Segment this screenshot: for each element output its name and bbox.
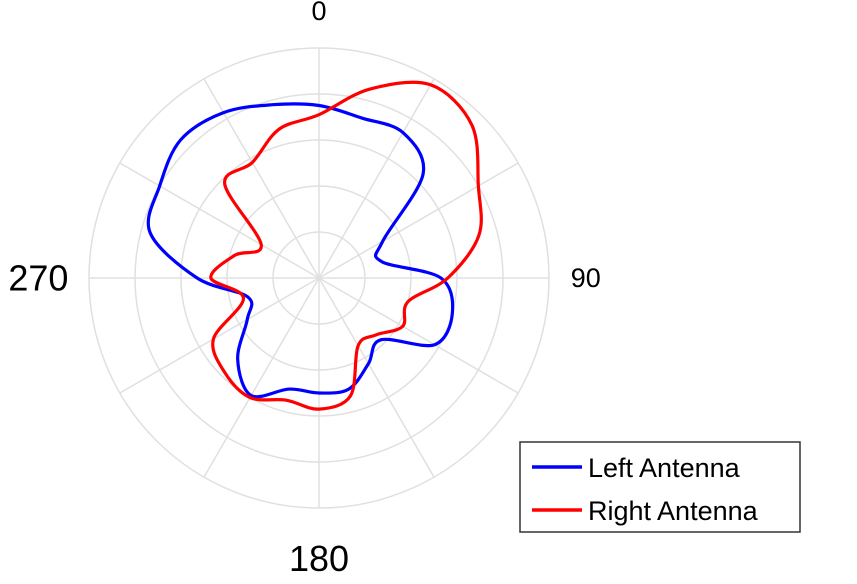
angle-label-0: 0 [311, 0, 326, 26]
polar-grid [88, 47, 550, 509]
angle-label-180: 180 [289, 538, 349, 579]
grid-spoke [318, 277, 519, 394]
angle-label-90: 90 [571, 263, 601, 293]
grid-spoke [203, 277, 320, 478]
legend-box [519, 441, 801, 533]
grid-spoke [119, 277, 320, 394]
legend-label-left-antenna: Left Antenna [588, 453, 741, 483]
angle-label-270: 270 [8, 258, 68, 299]
grid-spoke [318, 162, 519, 279]
angle-labels: 0 90 180 270 [8, 0, 600, 579]
legend-label-right-antenna: Right Antenna [588, 496, 759, 526]
series-lines [146, 80, 483, 411]
legend: Left Antenna Right Antenna [519, 441, 801, 533]
grid-spoke [318, 78, 435, 279]
grid-spoke [318, 277, 435, 478]
series-line-left-antenna [146, 102, 455, 399]
series-line-right-antenna [209, 80, 483, 411]
grid-spoke [119, 162, 320, 279]
